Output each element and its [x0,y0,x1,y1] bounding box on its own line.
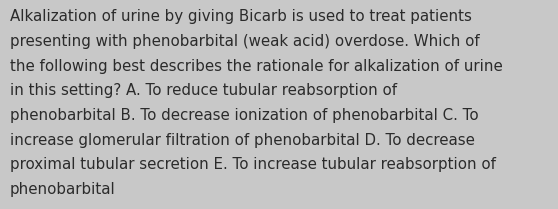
Text: the following best describes the rationale for alkalization of urine: the following best describes the rationa… [10,59,503,74]
Text: phenobarbital: phenobarbital [10,182,116,197]
Text: in this setting? A. To reduce tubular reabsorption of: in this setting? A. To reduce tubular re… [10,83,397,98]
Text: phenobarbital B. To decrease ionization of phenobarbital C. To: phenobarbital B. To decrease ionization … [10,108,479,123]
Text: increase glomerular filtration of phenobarbital D. To decrease: increase glomerular filtration of phenob… [10,133,475,148]
Text: presenting with phenobarbital (weak acid) overdose. Which of: presenting with phenobarbital (weak acid… [10,34,480,49]
Text: proximal tubular secretion E. To increase tubular reabsorption of: proximal tubular secretion E. To increas… [10,157,496,172]
Text: Alkalization of urine by giving Bicarb is used to treat patients: Alkalization of urine by giving Bicarb i… [10,9,472,24]
